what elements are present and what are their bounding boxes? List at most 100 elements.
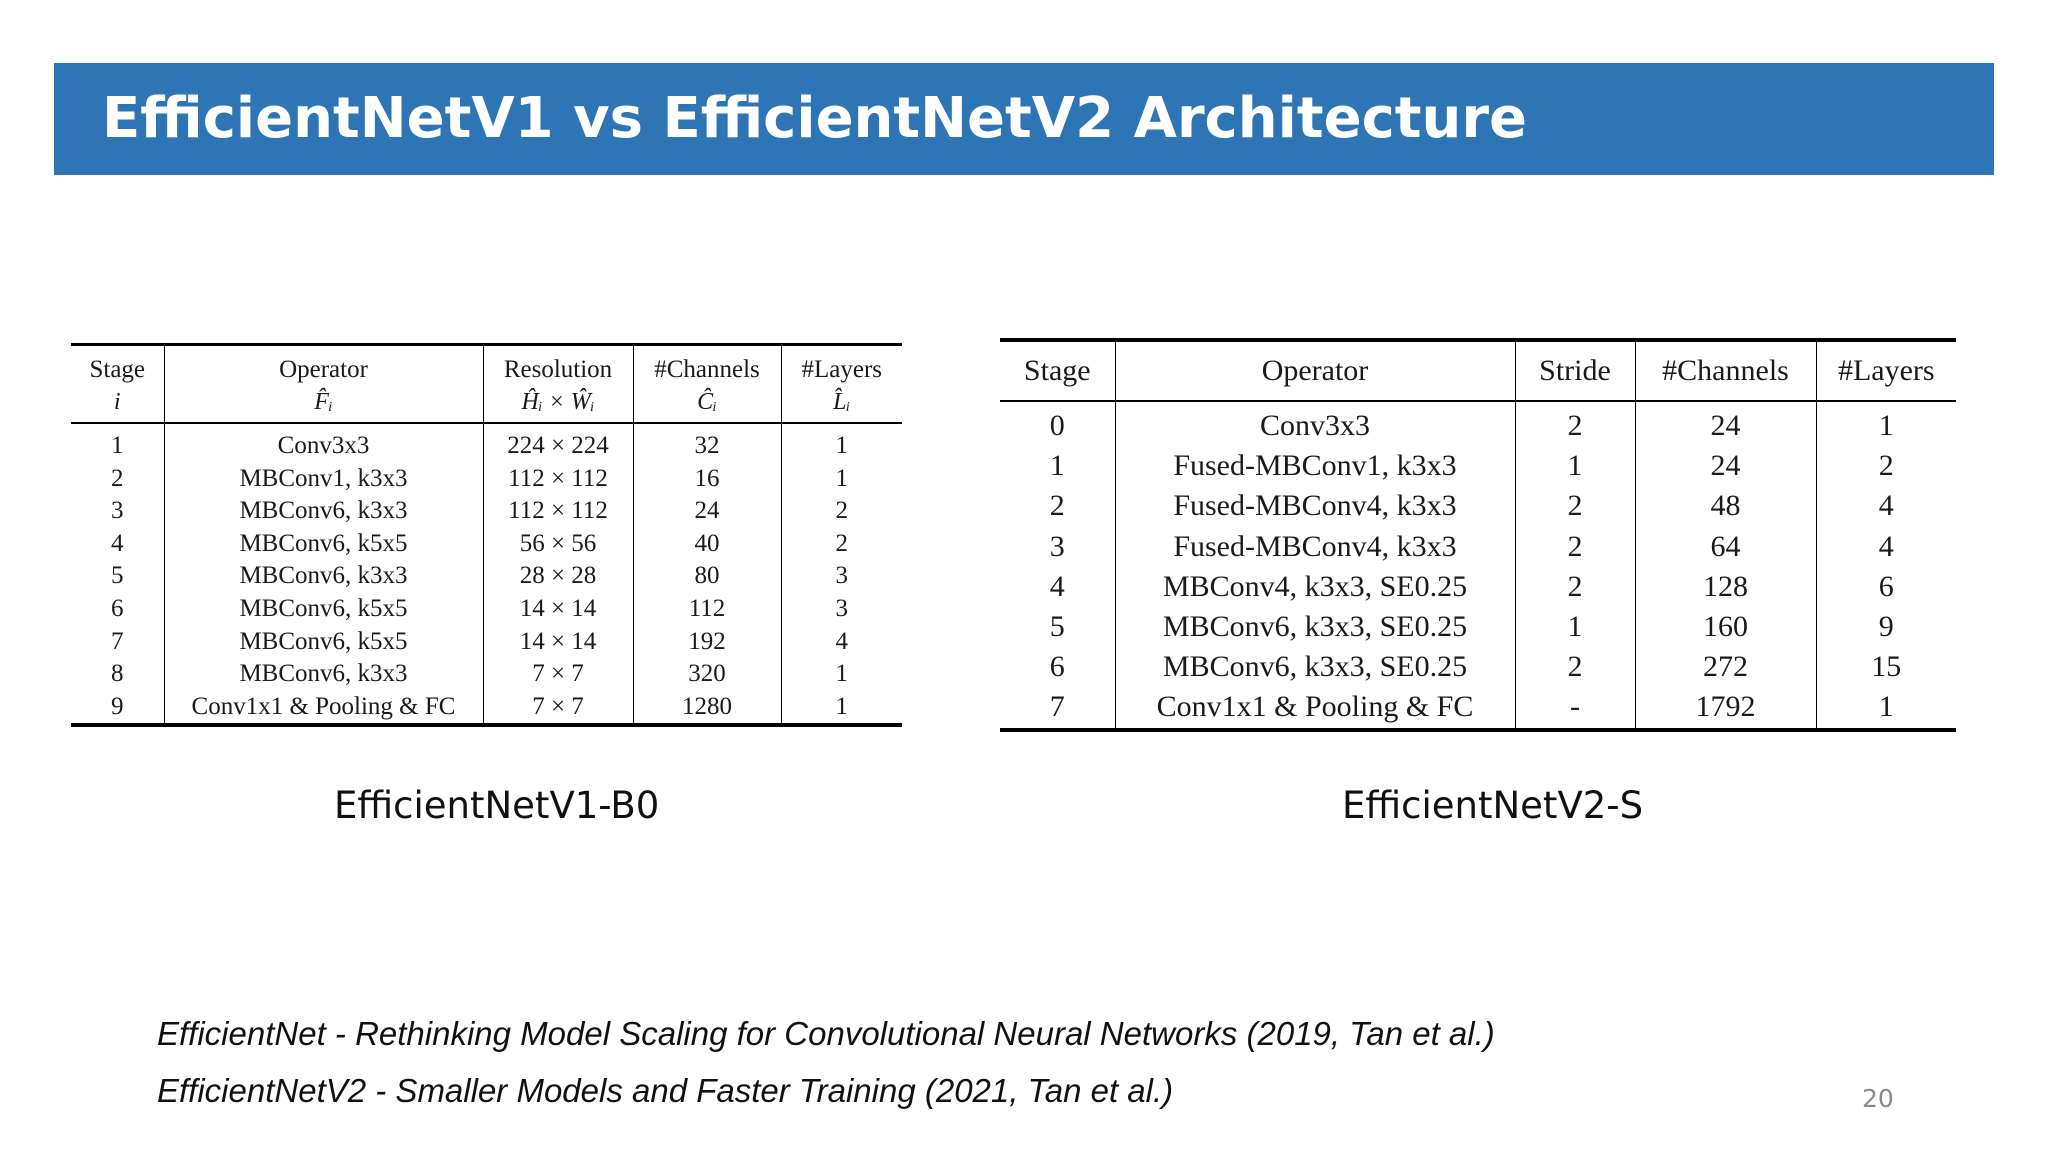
cell-stride: 2 (1515, 566, 1636, 608)
header-layers: #Layers L̂ᵢ (781, 344, 902, 424)
table-row: 3 MBConv6, k3x3 112 × 112 24 2 (71, 495, 902, 528)
caption-v1: EfficientNetV1-B0 (334, 784, 660, 827)
cell-layers: 6 (1878, 569, 1894, 603)
cell-stride: 2 (1515, 401, 1636, 447)
efficientnetv2-table: Stage Operator Stride #Channels #Layers … (1000, 338, 1956, 732)
cell-layers: 2 (835, 529, 849, 557)
cell-stride: 1 (1515, 607, 1636, 648)
table-header-row: Stage Operator Stride #Channels #Layers (1000, 340, 1956, 402)
header-channels: #Channels Ĉᵢ (633, 344, 782, 424)
cell-operator: Conv3x3 (1115, 401, 1516, 447)
cell-stage: 8 (71, 658, 165, 691)
cell-layers: 1 (1878, 409, 1894, 442)
cell-stride: 2 (1515, 486, 1636, 527)
cell-stage: 5 (1000, 607, 1116, 648)
cell-operator: Conv1x1 & Pooling & FC (1115, 687, 1516, 730)
cell-layers: 4 (1878, 529, 1894, 563)
cell-channels: 112 (633, 592, 782, 626)
cell-stride: 2 (1515, 647, 1636, 688)
cell-resolution: 14 × 14 (483, 625, 634, 659)
title-bar: EfficientNetV1 vs EfficientNetV2 Archite… (54, 63, 1994, 175)
table-row: 9 Conv1x1 & Pooling & FC 7 × 7 1280 1 (71, 690, 902, 726)
header-layers: #Layers (1816, 340, 1956, 402)
cell-layers: 2 (835, 497, 849, 525)
table-row: 7 Conv1x1 & Pooling & FC - 1792 1 (1000, 687, 1956, 730)
table-header-row: Stage i Operator F̂ᵢ Resolution Ĥᵢ × Ŵᵢ #Ch… (71, 344, 902, 424)
cell-stage: 3 (71, 495, 165, 528)
cell-operator: MBConv6, k5x5 (164, 527, 484, 561)
cell-channels: 128 (1635, 566, 1817, 608)
table-row: 1 Conv3x3 224 × 224 32 1 (71, 423, 902, 463)
cell-stage: 1 (1000, 446, 1116, 487)
cell-channels: 160 (1635, 607, 1817, 648)
cell-resolution: 224 × 224 (483, 423, 634, 463)
table-row: 6 MBConv6, k5x5 14 × 14 112 3 (71, 592, 902, 626)
cell-channels: 40 (633, 527, 782, 561)
cell-operator: Fused-MBConv1, k3x3 (1115, 446, 1516, 487)
cell-layers: 1 (835, 692, 849, 720)
table-row: 6 MBConv6, k3x3, SE0.25 2 272 15 (1000, 647, 1956, 688)
cell-stage: 4 (1000, 566, 1116, 608)
cell-resolution: 14 × 14 (483, 592, 634, 626)
table-row: 4 MBConv6, k5x5 56 × 56 40 2 (71, 527, 902, 561)
cell-operator: MBConv6, k5x5 (164, 625, 484, 659)
cell-channels: 64 (1635, 526, 1817, 567)
cell-operator: MBConv1, k3x3 (164, 462, 484, 496)
cell-stage: 7 (1000, 687, 1116, 730)
cell-operator: MBConv6, k3x3 (164, 658, 484, 691)
cell-layers: 1 (835, 464, 849, 492)
reference-efficientnet: EfficientNet - Rethinking Model Scaling … (157, 1015, 1495, 1052)
cell-operator: Fused-MBConv4, k3x3 (1115, 486, 1516, 527)
cell-operator: MBConv6, k3x3, SE0.25 (1115, 607, 1516, 648)
table-row: 8 MBConv6, k3x3 7 × 7 320 1 (71, 658, 902, 691)
cell-stride: 2 (1515, 526, 1636, 567)
page-number: 20 (1862, 1084, 1894, 1113)
cell-stage: 2 (71, 462, 165, 496)
header-resolution: Resolution Ĥᵢ × Ŵᵢ (483, 344, 634, 424)
cell-stride: - (1515, 687, 1636, 730)
cell-channels: 1280 (633, 690, 782, 726)
cell-layers: 4 (835, 627, 849, 655)
header-operator: Operator F̂ᵢ (164, 344, 484, 424)
cell-operator: MBConv6, k5x5 (164, 592, 484, 626)
cell-channels: 1792 (1635, 687, 1817, 730)
cell-channels: 320 (633, 658, 782, 691)
table-row: 0 Conv3x3 2 24 1 (1000, 401, 1956, 447)
cell-stage: 0 (1000, 401, 1116, 447)
cell-layers: 1 (1878, 690, 1894, 724)
cell-channels: 24 (1635, 446, 1817, 487)
cell-stage: 2 (1000, 486, 1116, 527)
cell-channels: 48 (1635, 486, 1817, 527)
cell-layers: 15 (1871, 650, 1902, 684)
table-row: 4 MBConv4, k3x3, SE0.25 2 128 6 (1000, 566, 1956, 608)
cell-layers: 2 (1878, 449, 1894, 483)
cell-layers: 1 (835, 660, 849, 688)
cell-operator: MBConv6, k3x3 (164, 560, 484, 593)
caption-v2: EfficientNetV2-S (1342, 784, 1644, 827)
cell-resolution: 7 × 7 (483, 690, 634, 726)
cell-operator: MBConv4, k3x3, SE0.25 (1115, 566, 1516, 608)
header-stride: Stride (1515, 340, 1636, 402)
cell-stage: 7 (71, 625, 165, 659)
cell-layers: 4 (1878, 489, 1894, 523)
cell-channels: 24 (1635, 401, 1817, 447)
cell-operator: MBConv6, k3x3 (164, 495, 484, 528)
cell-resolution: 28 × 28 (483, 560, 634, 593)
cell-layers: 3 (835, 594, 849, 622)
cell-channels: 80 (633, 560, 782, 593)
efficientnetv1-table: Stage i Operator F̂ᵢ Resolution Ĥᵢ × Ŵᵢ #Ch… (71, 343, 902, 728)
cell-resolution: 112 × 112 (483, 495, 634, 528)
cell-resolution: 7 × 7 (483, 658, 634, 691)
cell-channels: 24 (633, 495, 782, 528)
cell-channels: 192 (633, 625, 782, 659)
cell-operator: Conv1x1 & Pooling & FC (164, 690, 484, 726)
cell-stage: 6 (1000, 647, 1116, 688)
cell-operator: Fused-MBConv4, k3x3 (1115, 526, 1516, 567)
cell-layers: 3 (835, 562, 849, 590)
cell-stage: 9 (71, 690, 165, 726)
cell-stage: 5 (71, 560, 165, 593)
header-stage: Stage i (71, 344, 165, 424)
cell-resolution: 56 × 56 (483, 527, 634, 561)
header-operator: Operator (1115, 340, 1516, 402)
cell-channels: 16 (633, 462, 782, 496)
